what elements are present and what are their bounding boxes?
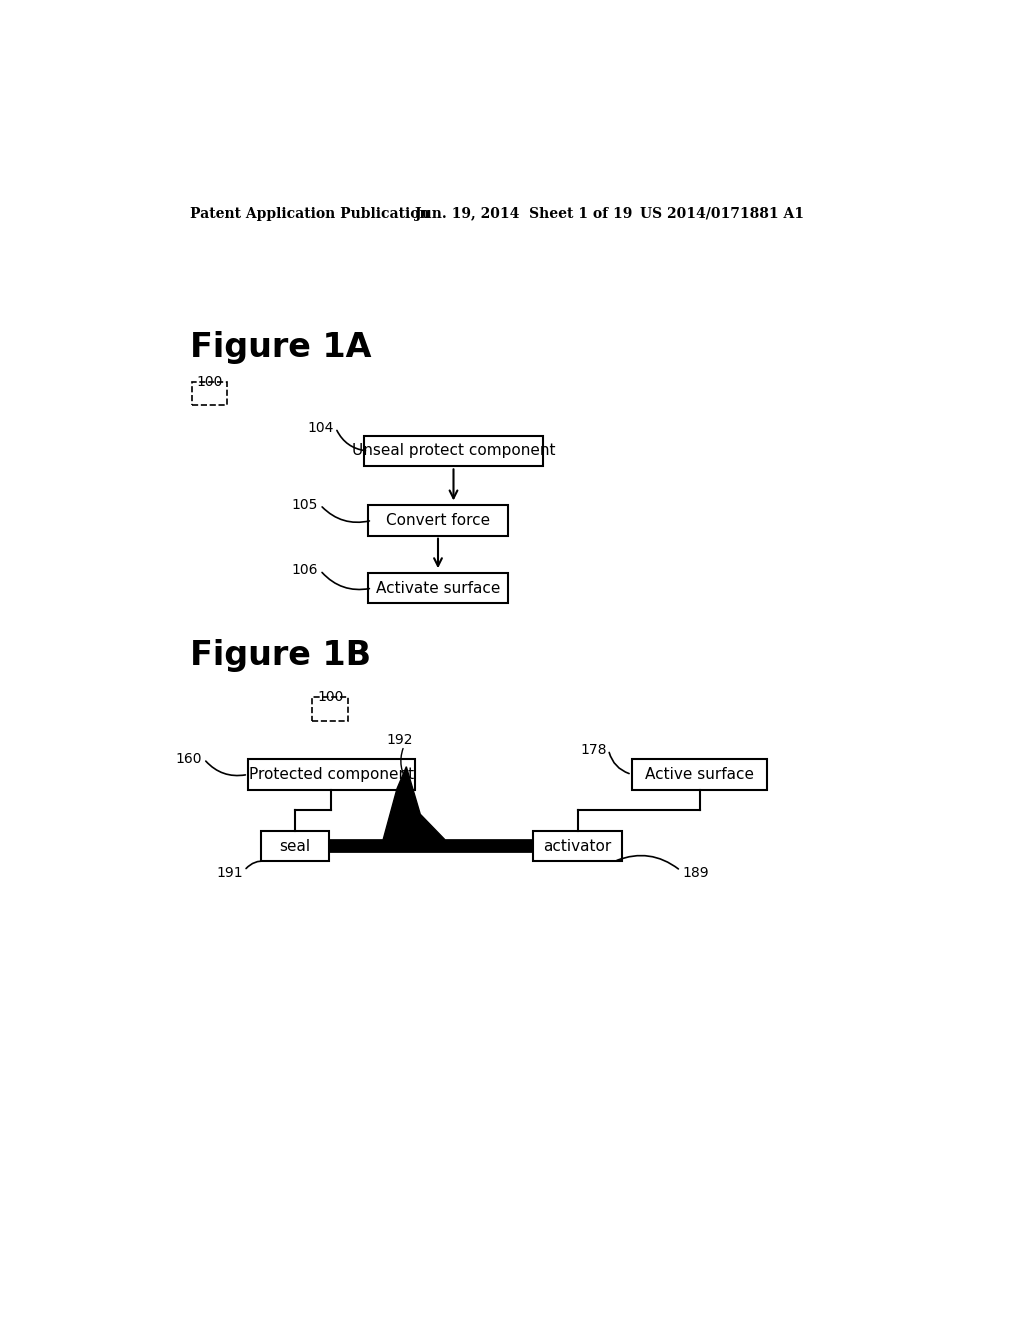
FancyBboxPatch shape <box>365 436 543 466</box>
Text: Active surface: Active surface <box>645 767 754 781</box>
FancyBboxPatch shape <box>369 573 508 603</box>
Text: 192: 192 <box>387 733 414 747</box>
FancyBboxPatch shape <box>191 381 227 405</box>
FancyBboxPatch shape <box>632 759 767 789</box>
Text: 189: 189 <box>682 866 709 880</box>
Text: 160: 160 <box>175 752 202 766</box>
Text: 104: 104 <box>307 421 334 434</box>
Text: Unseal protect component: Unseal protect component <box>352 444 555 458</box>
FancyBboxPatch shape <box>312 697 348 721</box>
Text: Protected component: Protected component <box>249 767 414 781</box>
Text: seal: seal <box>280 838 310 854</box>
Text: 191: 191 <box>216 866 243 880</box>
Text: Convert force: Convert force <box>386 512 490 528</box>
Text: 178: 178 <box>581 743 607 756</box>
Text: 106: 106 <box>292 564 317 577</box>
FancyBboxPatch shape <box>260 830 329 862</box>
Text: Jun. 19, 2014  Sheet 1 of 19: Jun. 19, 2014 Sheet 1 of 19 <box>415 207 632 220</box>
Text: activator: activator <box>544 838 611 854</box>
FancyBboxPatch shape <box>248 759 415 789</box>
Text: 100: 100 <box>197 375 222 388</box>
FancyBboxPatch shape <box>369 506 508 536</box>
Text: Figure 1B: Figure 1B <box>190 639 371 672</box>
Text: 105: 105 <box>292 498 317 512</box>
Text: US 2014/0171881 A1: US 2014/0171881 A1 <box>640 207 804 220</box>
Text: Activate surface: Activate surface <box>376 581 500 595</box>
Text: 100: 100 <box>317 690 343 705</box>
FancyBboxPatch shape <box>532 830 622 862</box>
Text: Figure 1A: Figure 1A <box>190 330 372 363</box>
Text: Patent Application Publication: Patent Application Publication <box>190 207 430 220</box>
Polygon shape <box>329 767 532 853</box>
